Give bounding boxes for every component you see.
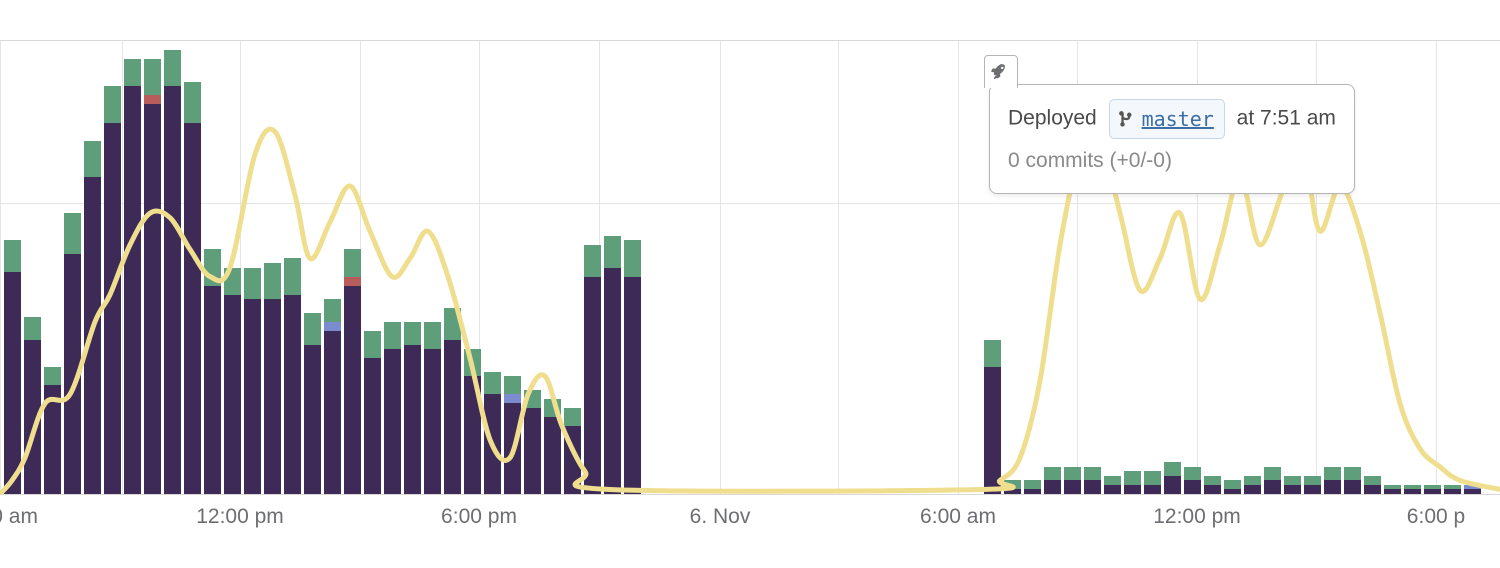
x-tick-label: 6:00 am bbox=[0, 505, 38, 529]
grid-vertical bbox=[479, 41, 480, 494]
x-tick-label: 12:00 pm bbox=[1153, 505, 1241, 529]
grid-vertical bbox=[122, 41, 123, 494]
x-tick-label: 6. Nov bbox=[690, 505, 751, 529]
grid-vertical bbox=[1436, 41, 1437, 494]
grid-vertical bbox=[958, 41, 959, 494]
deployment-marker[interactable] bbox=[984, 55, 1018, 88]
git-branch-icon bbox=[1118, 110, 1136, 128]
time-prefix: at bbox=[1237, 107, 1255, 130]
deployment-tooltip: Deployed master at 7:51 am 0 commits (+0… bbox=[989, 84, 1355, 194]
x-tick-label: 6:00 am bbox=[920, 505, 996, 529]
branch-name-link[interactable]: master bbox=[1142, 102, 1214, 136]
grid-vertical bbox=[0, 41, 1, 494]
timeseries-chart: 6:00 am 12:00 pm 6:00 pm 6. Nov 6:00 am 12:00… bbox=[0, 0, 1500, 568]
deployed-label: Deployed bbox=[1008, 107, 1097, 130]
tooltip-line-commits: 0 commits (+0/-0) bbox=[1008, 143, 1336, 179]
tooltip-line-deployed: Deployed master at 7:51 am bbox=[1008, 99, 1336, 139]
x-tick-label: 12:00 pm bbox=[196, 505, 284, 529]
grid-vertical bbox=[838, 41, 839, 494]
grid-horizontal bbox=[0, 203, 1500, 204]
grid-vertical bbox=[599, 41, 600, 494]
rocket-icon bbox=[991, 62, 1011, 82]
grid-vertical bbox=[240, 41, 241, 494]
grid-vertical bbox=[360, 41, 361, 494]
time-value: 7:51 am bbox=[1260, 107, 1336, 130]
x-tick-label: 6:00 pm bbox=[441, 505, 517, 529]
grid-vertical bbox=[720, 41, 721, 494]
branch-chip[interactable]: master bbox=[1109, 99, 1225, 139]
x-tick-label: 6:00 p bbox=[1407, 505, 1465, 529]
